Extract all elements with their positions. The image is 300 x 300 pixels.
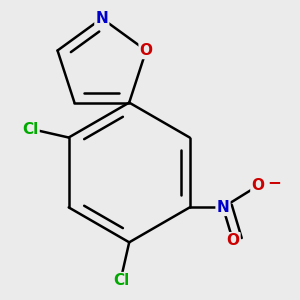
Text: N: N bbox=[95, 11, 108, 26]
Text: Cl: Cl bbox=[113, 273, 129, 288]
Text: O: O bbox=[140, 43, 153, 58]
Text: Cl: Cl bbox=[22, 122, 39, 137]
Text: −: − bbox=[268, 173, 281, 191]
Text: N: N bbox=[217, 200, 230, 215]
Text: O: O bbox=[251, 178, 264, 193]
Text: O: O bbox=[226, 233, 239, 248]
